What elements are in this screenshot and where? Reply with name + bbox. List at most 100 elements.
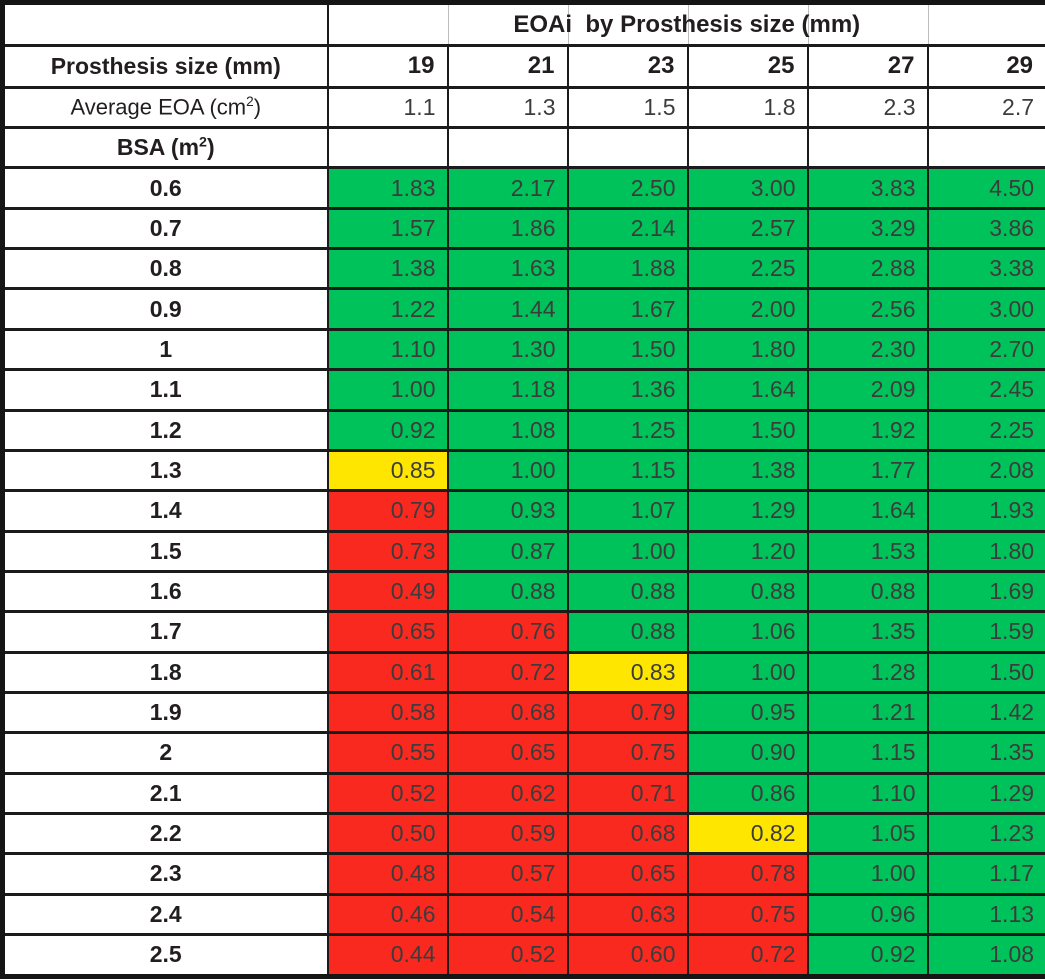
- eoai-cell: 0.52: [446, 932, 569, 979]
- eoai-cell: 0.50: [326, 811, 449, 856]
- empty-cell: [926, 126, 1045, 170]
- table-title: EOAi by Prosthesis size (mm): [326, 0, 1045, 48]
- eoai-cell: 1.10: [806, 771, 929, 815]
- average-eoa-label: Average EOA (cm2): [1, 85, 329, 130]
- eoai-cell: 0.76: [446, 610, 569, 654]
- eoai-cell: 0.88: [446, 569, 569, 614]
- eoai-cell: 0.88: [686, 569, 809, 614]
- bsa-value: 1.3: [1, 448, 329, 493]
- eoai-cell: 0.55: [326, 731, 449, 775]
- eoai-cell: 0.62: [446, 771, 569, 815]
- eoai-cell: 0.82: [686, 811, 809, 856]
- eoai-cell: 0.68: [446, 690, 569, 735]
- eoai-cell: 1.08: [926, 932, 1045, 979]
- eoai-cell: 0.73: [326, 529, 449, 573]
- bsa-row: 1.6 0.49 0.88 0.88 0.88 0.88 1.69: [1, 569, 1045, 614]
- bsa-value: 1.7: [1, 610, 329, 654]
- eoai-cell: 0.78: [686, 852, 809, 896]
- bsa-value: 2.5: [1, 932, 329, 979]
- bsa-value: 2: [1, 731, 329, 775]
- eoai-cell: 1.25: [566, 408, 689, 452]
- eoai-cell: 0.72: [686, 932, 809, 979]
- eoai-cell: 2.88: [806, 247, 929, 291]
- bsa-row: 1.4 0.79 0.93 1.07 1.29 1.64 1.93: [1, 489, 1045, 533]
- eoai-cell: 0.75: [686, 892, 809, 936]
- eoai-cell: 1.22: [326, 287, 449, 331]
- eoai-cell: 1.69: [926, 569, 1045, 614]
- bsa-row: 1.8 0.61 0.72 0.83 1.00 1.28 1.50: [1, 650, 1045, 694]
- eoai-cell: 0.92: [326, 408, 449, 452]
- size-header-23: 23: [566, 44, 689, 89]
- eoai-cell: 1.77: [806, 448, 929, 493]
- eoai-cell: 2.25: [686, 247, 809, 291]
- eoai-cell: 0.68: [566, 811, 689, 856]
- eoai-cell: 1.17: [926, 852, 1045, 896]
- eoai-cell: 1.93: [926, 489, 1045, 533]
- bsa-value: 1.6: [1, 569, 329, 614]
- prosthesis-size-row: Prosthesis size (mm) 19 21 23 25 27 29: [1, 44, 1045, 89]
- eoai-cell: 1.67: [566, 287, 689, 331]
- eoai-cell: 0.72: [446, 650, 569, 694]
- eoai-cell: 2.25: [926, 408, 1045, 452]
- bsa-row: 2.4 0.46 0.54 0.63 0.75 0.96 1.13: [1, 892, 1045, 936]
- eoai-cell: 1.63: [446, 247, 569, 291]
- average-eoa-value: 1.1: [326, 85, 449, 130]
- table-title-text: EOAi by Prosthesis size (mm): [513, 10, 861, 38]
- bsa-row: 1.1 1.00 1.18 1.36 1.64 2.09 2.45: [1, 368, 1045, 412]
- average-eoa-row: Average EOA (cm2) 1.1 1.3 1.5 1.8 2.3 2.…: [1, 85, 1045, 130]
- eoai-cell: 0.86: [686, 771, 809, 815]
- empty-cell: [326, 126, 449, 170]
- eoai-cell: 1.29: [926, 771, 1045, 815]
- eoai-cell: 0.88: [566, 610, 689, 654]
- empty-cell: [446, 126, 569, 170]
- eoai-cell: 0.46: [326, 892, 449, 936]
- eoai-cell: 0.83: [566, 650, 689, 694]
- title-row: EOAi by Prosthesis size (mm): [1, 0, 1045, 48]
- bsa-row: 0.8 1.38 1.63 1.88 2.25 2.88 3.38: [1, 247, 1045, 291]
- eoai-cell: 2.17: [446, 166, 569, 210]
- eoai-cell: 1.23: [926, 811, 1045, 856]
- eoai-cell: 0.71: [566, 771, 689, 815]
- eoai-cell: 1.35: [926, 731, 1045, 775]
- eoai-cell: 2.45: [926, 368, 1045, 412]
- eoai-cell: 0.52: [326, 771, 449, 815]
- eoai-cell: 0.63: [566, 892, 689, 936]
- eoai-cell: 1.10: [326, 327, 449, 372]
- eoai-cell: 0.48: [326, 852, 449, 896]
- eoai-cell: 1.29: [686, 489, 809, 533]
- average-eoa-value: 1.8: [686, 85, 809, 130]
- eoai-cell: 0.59: [446, 811, 569, 856]
- eoai-cell: 1.28: [806, 650, 929, 694]
- eoai-cell: 0.79: [326, 489, 449, 533]
- eoai-cell: 1.88: [566, 247, 689, 291]
- eoai-cell: 1.07: [566, 489, 689, 533]
- eoai-cell: 1.00: [326, 368, 449, 412]
- eoai-cell: 0.88: [806, 569, 929, 614]
- bsa-value: 1.9: [1, 690, 329, 735]
- empty-cell: [566, 126, 689, 170]
- bsa-value: 2.2: [1, 811, 329, 856]
- average-eoa-value: 2.3: [806, 85, 929, 130]
- bsa-value: 0.6: [1, 166, 329, 210]
- average-eoa-value: 1.3: [446, 85, 569, 130]
- eoai-cell: 0.54: [446, 892, 569, 936]
- eoai-cell: 0.61: [326, 650, 449, 694]
- eoai-cell: 1.86: [446, 206, 569, 251]
- bsa-value: 0.9: [1, 287, 329, 331]
- bsa-value: 0.7: [1, 206, 329, 251]
- eoai-cell: 1.50: [926, 650, 1045, 694]
- eoai-cell: 1.20: [686, 529, 809, 573]
- eoai-cell: 0.95: [686, 690, 809, 735]
- eoai-cell: 1.06: [686, 610, 809, 654]
- eoai-cell: 1.92: [806, 408, 929, 452]
- eoai-cell: 0.93: [446, 489, 569, 533]
- eoai-cell: 1.42: [926, 690, 1045, 735]
- eoai-cell: 1.00: [566, 529, 689, 573]
- size-header-21: 21: [446, 44, 569, 89]
- eoai-cell: 0.65: [446, 731, 569, 775]
- eoai-cell: 2.50: [566, 166, 689, 210]
- eoai-cell: 0.85: [326, 448, 449, 493]
- eoai-cell: 1.64: [686, 368, 809, 412]
- eoai-cell: 1.00: [686, 650, 809, 694]
- bsa-value: 2.1: [1, 771, 329, 815]
